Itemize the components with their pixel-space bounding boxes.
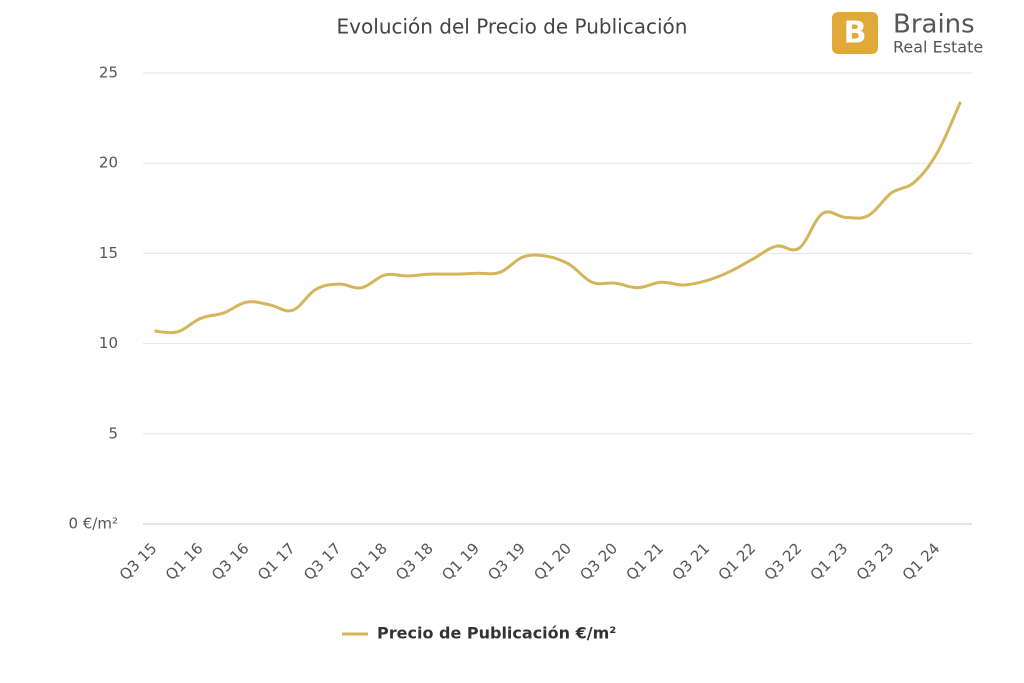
x-tick-label: Q1 24 <box>899 539 944 584</box>
logo-letter: B <box>844 16 867 51</box>
x-tick-label: Q3 22 <box>761 539 806 584</box>
x-tick-label: Q3 19 <box>484 539 529 584</box>
x-tick-label: Q1 23 <box>807 539 852 584</box>
x-tick-label: Q1 19 <box>438 539 483 584</box>
x-tick-label: Q1 21 <box>622 539 667 584</box>
y-tick-label: 25 <box>99 64 118 82</box>
y-tick-label: 20 <box>99 154 118 172</box>
chart-title: Evolución del Precio de Publicación <box>337 15 688 39</box>
logo-name: Brains <box>893 10 975 40</box>
logo-icon <box>832 12 878 54</box>
y-tick-label: 10 <box>99 334 118 352</box>
x-tick-label: Q3 21 <box>668 539 713 584</box>
x-tick-label: Q3 18 <box>392 539 437 584</box>
x-tick-label: Q1 17 <box>254 539 299 584</box>
x-tick-label: Q3 17 <box>300 539 345 584</box>
legend-label: Precio de Publicación €/m² <box>377 624 616 643</box>
x-tick-label: Q3 16 <box>208 539 253 584</box>
x-tick-label: Q3 23 <box>853 539 898 584</box>
x-tick-label: Q3 15 <box>116 539 161 584</box>
y-tick-label: 15 <box>99 244 118 262</box>
logo: B Brains Real Estate <box>832 10 983 57</box>
y-tick-label: 5 <box>108 424 118 442</box>
x-tick-label: Q1 20 <box>530 539 575 584</box>
data-line <box>154 101 962 335</box>
x-tick-label: Q1 16 <box>162 539 207 584</box>
y-tick-label: 0 €/m² <box>68 515 118 533</box>
x-tick-label: Q1 22 <box>715 539 760 584</box>
logo-tagline: Real Estate <box>893 38 983 57</box>
x-tick-label: Q1 18 <box>346 539 391 584</box>
x-tick-label: Q3 20 <box>576 539 621 584</box>
